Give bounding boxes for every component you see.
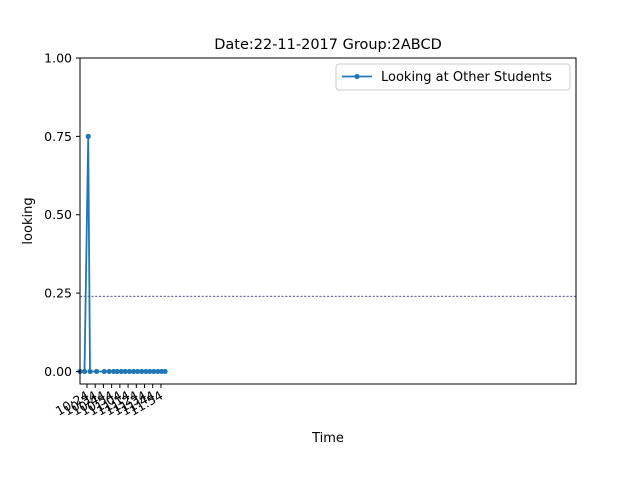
legend-marker (354, 73, 360, 80)
y-axis: 0.00 0.25 0.50 0.75 1.00 (44, 51, 80, 379)
data-point (139, 368, 145, 375)
plot-frame (79, 57, 577, 385)
y-tick-label: 1.00 (44, 51, 72, 66)
data-point (155, 368, 161, 375)
legend-label: Looking at Other Students (381, 70, 552, 85)
legend: Looking at Other Students (335, 63, 571, 91)
plot-area (80, 58, 576, 384)
y-tick-label: 0.75 (44, 129, 72, 144)
x-axis-label: Time (311, 431, 344, 446)
data-point (122, 368, 128, 375)
data-point (147, 368, 153, 375)
y-tick-label: 0.50 (44, 207, 72, 222)
data-point (101, 368, 107, 375)
data-point (106, 368, 112, 375)
y-axis-label: looking (21, 197, 36, 244)
data-point (151, 368, 157, 375)
data-point (143, 368, 149, 375)
data-point (135, 368, 141, 375)
data-point (162, 368, 168, 375)
y-tick-label: 0.00 (44, 364, 72, 379)
data-point (126, 368, 133, 375)
data-point (81, 368, 88, 375)
data-point (114, 368, 120, 375)
y-tick-label: 0.25 (44, 286, 72, 301)
data-point (85, 133, 91, 139)
legend-box (335, 63, 571, 91)
data-point (118, 368, 124, 375)
data-point (87, 368, 93, 375)
chart-title: Date:22-11-2017 Group:2ABCD (214, 37, 442, 53)
series-layer (77, 133, 168, 375)
data-point (131, 368, 137, 375)
data-point (94, 368, 100, 375)
